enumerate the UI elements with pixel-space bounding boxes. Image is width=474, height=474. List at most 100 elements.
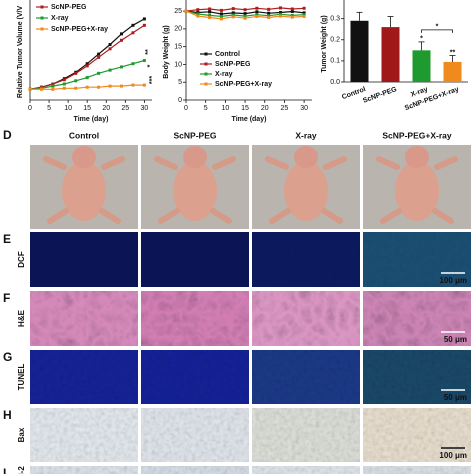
point	[219, 14, 223, 18]
legend-label: X-ray	[215, 71, 233, 78]
panel-letter: I	[3, 466, 6, 474]
texture	[252, 232, 360, 287]
point	[255, 6, 259, 10]
point	[131, 31, 135, 35]
mouse-limbs	[265, 156, 347, 224]
legend-label: Control	[215, 51, 240, 58]
y-tick-label: 20	[174, 26, 182, 33]
bar	[443, 61, 462, 82]
mouse-body	[62, 161, 106, 221]
point	[39, 87, 43, 91]
row-label: Bcl-2	[17, 466, 26, 474]
point	[108, 84, 112, 88]
point	[243, 14, 247, 18]
y-tick-label: 5	[178, 79, 182, 86]
mouse-limbs	[43, 156, 125, 224]
annotation: *	[436, 24, 439, 31]
point	[231, 7, 235, 11]
point	[28, 87, 32, 91]
mouse-head	[183, 146, 207, 168]
mouse-body	[284, 161, 328, 221]
y-axis-label: Relative Tumor Volume (V/V	[17, 6, 24, 99]
row-label: H&E	[17, 309, 26, 327]
mouse-body	[395, 161, 439, 221]
annotation: **	[450, 49, 456, 56]
point	[208, 16, 212, 20]
texture	[30, 466, 138, 474]
point	[131, 62, 135, 66]
point	[231, 15, 235, 19]
mouse-limbs	[376, 156, 458, 224]
bar	[350, 20, 369, 82]
x-axis-label: Time (day)	[74, 116, 109, 123]
x-tick-label: 25	[121, 105, 129, 112]
mouse-head	[72, 146, 96, 168]
point	[62, 86, 66, 90]
x-tick-label: 5	[47, 105, 51, 112]
point	[302, 11, 306, 15]
mouse-head	[405, 146, 429, 168]
point	[302, 6, 306, 10]
legend-marker	[204, 62, 208, 66]
point	[279, 12, 282, 16]
y-tick-label: 0.3	[330, 16, 340, 23]
y-axis-label: Body Weight (g)	[163, 25, 170, 79]
point	[279, 14, 282, 18]
mouse-head	[294, 146, 318, 168]
texture	[363, 466, 471, 474]
point	[243, 8, 247, 12]
point	[108, 68, 112, 72]
point	[74, 71, 78, 75]
texture	[141, 350, 249, 404]
annotation: **	[145, 49, 152, 55]
row-label: DCF	[17, 251, 26, 268]
x-axis-label: Time (day)	[232, 116, 267, 123]
panel-letter: E	[3, 232, 11, 246]
point	[290, 7, 294, 11]
panel-letter: G	[3, 350, 12, 364]
point	[120, 84, 123, 88]
x-tick-label: 10	[221, 105, 229, 112]
point	[196, 14, 200, 18]
point	[267, 16, 271, 20]
point	[142, 17, 146, 21]
point	[97, 71, 101, 75]
point	[74, 79, 78, 83]
texture	[141, 408, 249, 462]
scale-bar-label: 100 μm	[439, 451, 467, 460]
point	[131, 83, 135, 87]
mouse-limbs	[154, 156, 236, 224]
point	[74, 86, 78, 90]
point	[219, 8, 223, 12]
y-tick-label: 15	[174, 44, 182, 51]
texture	[363, 350, 471, 404]
point	[131, 23, 135, 27]
scale-bar-label: 100 μm	[439, 276, 467, 285]
x-tick-label: 10	[64, 105, 72, 112]
panel-letter: F	[3, 291, 10, 305]
point	[97, 85, 101, 89]
texture	[141, 291, 249, 346]
y-tick-label: 10	[174, 61, 182, 68]
point	[97, 55, 101, 59]
point	[243, 12, 247, 16]
point	[267, 7, 271, 11]
x-tick-label: 20	[102, 105, 110, 112]
row-label: TUNEL	[17, 364, 26, 391]
legend-marker	[40, 27, 44, 31]
point	[85, 76, 89, 80]
legend-label: X-ray	[51, 15, 69, 22]
point	[302, 13, 306, 17]
legend-label: ScNP-PEG	[51, 4, 87, 11]
panel-letter: H	[3, 408, 12, 422]
point	[184, 9, 188, 13]
point	[142, 59, 146, 63]
x-tick-label: 0	[184, 105, 188, 112]
x-tick-label: ScNP-PEG	[362, 86, 398, 105]
point	[196, 8, 200, 12]
point	[97, 52, 101, 56]
texture	[30, 350, 138, 404]
scale-bar-label: 50 μm	[444, 393, 467, 402]
point	[85, 85, 89, 89]
point	[62, 82, 66, 86]
